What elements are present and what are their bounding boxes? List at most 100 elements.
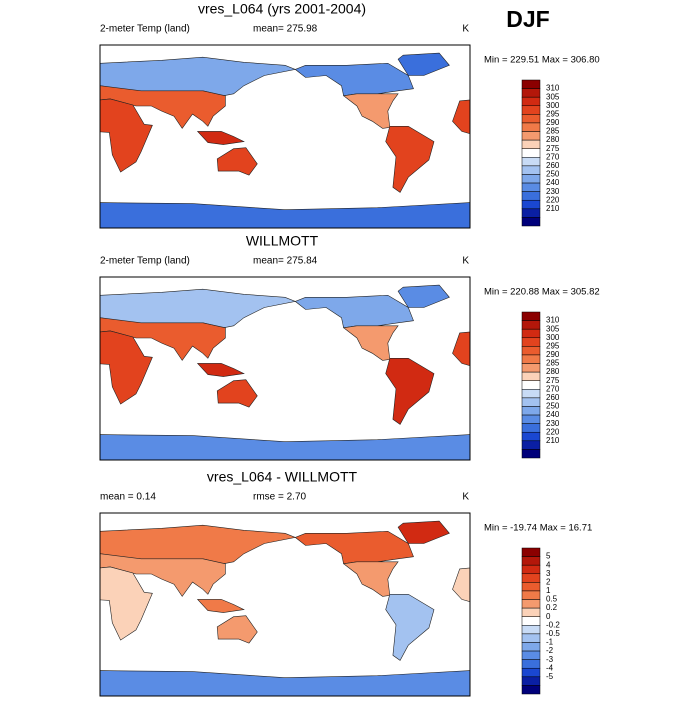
land-eurS <box>100 317 226 361</box>
land-grl <box>397 520 450 544</box>
colorbar-label: 275 <box>546 144 560 153</box>
right-string: K <box>462 24 469 35</box>
land-grl <box>397 52 450 76</box>
colorbar-label: 0.2 <box>546 603 558 612</box>
colorbar-box <box>521 599 541 609</box>
colorbar-label: 290 <box>546 118 560 127</box>
colorbar-box <box>521 685 541 695</box>
colorbar-box <box>521 139 541 149</box>
colorbar-box <box>521 337 541 347</box>
land-aus <box>216 379 258 408</box>
colorbar-label: 250 <box>546 402 560 411</box>
colorbar-label: 285 <box>546 127 560 136</box>
colorbar-label: -3 <box>546 655 554 664</box>
colorbar-box <box>521 191 541 201</box>
colorbar-box <box>521 199 541 210</box>
colorbar-box <box>521 380 541 390</box>
min-max: Min = 229.51 Max = 306.80 <box>484 55 600 66</box>
colorbar-label: 230 <box>546 187 560 196</box>
land-aus <box>216 147 258 176</box>
colorbar-box <box>521 616 541 626</box>
colorbar-label: 2 <box>546 577 551 586</box>
colorbar-box <box>521 105 541 115</box>
colorbar-box <box>521 371 541 381</box>
map-frame <box>99 512 471 697</box>
colorbar-label: 285 <box>546 359 560 368</box>
land-ant <box>100 670 470 696</box>
colorbar-box <box>521 397 541 407</box>
colorbar-label: 260 <box>546 161 560 170</box>
colorbar-label: 280 <box>546 367 560 376</box>
land-ant <box>100 434 470 460</box>
colorbar-box <box>521 556 541 566</box>
land-naN <box>294 62 414 97</box>
land-indo <box>196 131 245 145</box>
colorbar-label: 275 <box>546 376 560 385</box>
colorbar-label: 230 <box>546 419 560 428</box>
colorbar-box <box>521 328 541 339</box>
colorbar-label: 4 <box>546 560 551 569</box>
colorbar-box <box>521 449 541 459</box>
colorbar-label: -1 <box>546 638 554 647</box>
land-afr <box>100 330 153 405</box>
colorbar-box <box>521 440 541 450</box>
map-frame <box>99 276 471 461</box>
colorbar-label: 260 <box>546 393 560 402</box>
land-eurS <box>100 85 226 129</box>
colorbar-label: 300 <box>546 101 560 110</box>
colorbar-box <box>521 431 541 442</box>
colorbar-box <box>521 633 541 643</box>
colorbar-label: 270 <box>546 384 560 393</box>
colorbar-label: 290 <box>546 350 560 359</box>
land-naN <box>294 530 414 565</box>
colorbar-box <box>521 208 541 218</box>
min-max: Min = -19.74 Max = 16.71 <box>484 523 592 534</box>
colorbar-box <box>521 311 541 321</box>
colorbar-label: -2 <box>546 646 554 655</box>
colorbar-box <box>521 389 541 399</box>
land-indo <box>196 599 245 613</box>
min-max: Min = 220.88 Max = 305.82 <box>484 287 600 298</box>
land-afr <box>100 566 153 641</box>
colorbar-label: 310 <box>546 316 560 325</box>
land-naN <box>294 294 414 329</box>
season-label: DJF <box>506 6 549 32</box>
colorbar-box <box>521 363 541 373</box>
colorbar-box <box>521 659 541 669</box>
colorbar-box <box>521 573 541 583</box>
colorbar-label: 0.5 <box>546 595 558 604</box>
colorbar-label: 310 <box>546 84 560 93</box>
colorbar-label: 5 <box>546 552 551 561</box>
land-grl <box>397 284 450 308</box>
colorbar-box <box>521 96 541 107</box>
land-afr <box>100 98 153 173</box>
colorbar-label: 3 <box>546 569 551 578</box>
land-naS <box>342 93 399 129</box>
colorbar-label: 220 <box>546 427 560 436</box>
land-eurS <box>100 553 226 597</box>
colorbar-label: -0.5 <box>546 629 560 638</box>
colorbar-box <box>521 406 541 416</box>
colorbar-label: 0 <box>546 612 551 621</box>
colorbar-box <box>521 667 541 678</box>
left-string: 2-meter Temp (land) <box>100 256 190 267</box>
colorbar-label: 300 <box>546 333 560 342</box>
left-string: 2-meter Temp (land) <box>100 24 190 35</box>
colorbar-label: 240 <box>546 178 560 187</box>
colorbar-label: 280 <box>546 135 560 144</box>
center-string: rmse = 2.70 <box>253 492 307 503</box>
colorbar-label: 220 <box>546 195 560 204</box>
colorbar-box <box>521 182 541 192</box>
colorbar-box <box>521 642 541 652</box>
colorbar-box <box>521 676 541 686</box>
colorbar-box <box>521 625 541 635</box>
land-sam <box>385 126 435 193</box>
land-ant <box>100 202 470 228</box>
land-sam <box>385 357 435 425</box>
colorbar-label: -5 <box>546 672 554 681</box>
colorbar-box <box>521 122 541 132</box>
land-afr <box>452 99 470 134</box>
colorbar-box <box>521 79 541 89</box>
panel-title: vres_L064 (yrs 2001-2004) <box>198 1 366 17</box>
colorbar-label: -0.2 <box>546 620 560 629</box>
